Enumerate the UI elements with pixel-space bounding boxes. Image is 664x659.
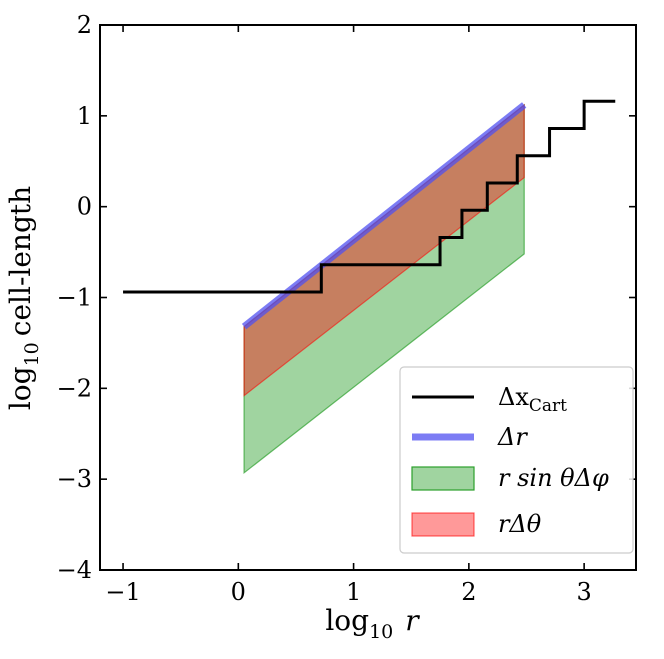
legend-label-cart-sub: Cart <box>529 396 567 416</box>
legend: ΔxCart Δr r sin θΔφ rΔθ <box>399 366 634 554</box>
x-tick-label: 1 <box>346 578 361 606</box>
x-tick-label: −1 <box>105 578 140 606</box>
legend-swatch-rdtheta <box>411 512 475 537</box>
plot-area <box>123 99 616 475</box>
legend-label-rsin: r sin θΔφ <box>498 464 609 492</box>
x-tick-label: 2 <box>461 578 476 606</box>
line-delta-r <box>241 102 527 330</box>
y-tick-label: 1 <box>77 102 92 130</box>
y-tick-label: 2 <box>77 11 92 39</box>
legend-swatch-rsin <box>411 466 475 491</box>
y-tick-label: −2 <box>57 374 92 402</box>
y-tick-label: −4 <box>57 556 92 584</box>
y-axis-label-sub: 10 <box>21 342 43 366</box>
y-tick-label: −1 <box>57 284 92 312</box>
line-delta-x-cart <box>123 99 616 294</box>
x-tick-label: 3 <box>576 578 591 606</box>
legend-box <box>399 366 634 554</box>
legend-label-rdtheta: rΔθ <box>498 510 542 538</box>
y-axis-label-log: log <box>4 366 37 410</box>
legend-label-cart: ΔxCart <box>498 383 567 416</box>
axis-ticks: −1 0 1 2 3 −4 −3 −2 −1 0 1 2 <box>57 11 636 606</box>
y-tick-label: 0 <box>77 193 92 221</box>
x-axis-label-log: log <box>325 604 369 637</box>
legend-label-cart-main: Δx <box>498 383 529 411</box>
x-axis-label-var: r <box>405 604 420 637</box>
x-tick-label: 0 <box>231 578 246 606</box>
y-tick-label: −3 <box>57 465 92 493</box>
x-axis-label-sub: 10 <box>369 621 393 643</box>
x-axis-label: log10 r <box>325 604 420 643</box>
y-axis-label-text: cell-length <box>4 186 37 336</box>
y-axis-label: log10 cell-length <box>4 186 43 410</box>
plot-frame <box>99 24 637 571</box>
legend-label-dr: Δr <box>497 423 528 451</box>
